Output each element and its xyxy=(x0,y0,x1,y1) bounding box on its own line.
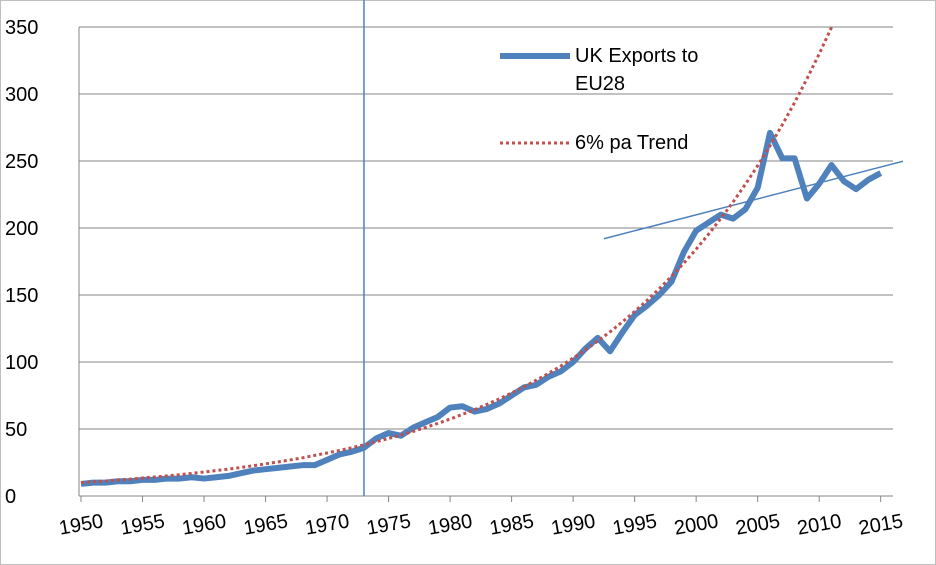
y-tick-label: 0 xyxy=(5,486,16,508)
y-tick-label: 150 xyxy=(5,285,38,307)
y-tick-label: 100 xyxy=(5,352,38,374)
series-line xyxy=(80,129,883,487)
y-tick-label: 250 xyxy=(5,151,38,173)
y-tick-label: 200 xyxy=(5,218,38,240)
y-tick-label: 50 xyxy=(5,419,27,441)
y-tick-label: 350 xyxy=(5,17,38,39)
legend-label: UK Exports to EU28 xyxy=(575,45,699,95)
legend-label: 6% pa Trend xyxy=(575,132,689,154)
y-tick-label: 300 xyxy=(5,84,38,106)
